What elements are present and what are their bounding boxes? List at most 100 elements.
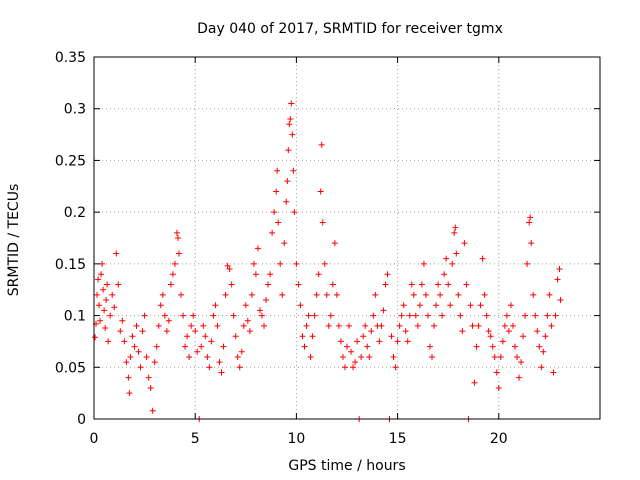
data-point [161,312,168,319]
data-point [284,178,291,185]
data-point [402,328,409,335]
plot-frame [93,56,601,420]
data-point [394,338,401,345]
data-point [263,297,270,304]
x-axis-label: GPS time / hours [288,458,405,474]
data-point [163,328,170,335]
data-point [289,131,296,138]
data-point [125,374,132,381]
data-point [313,291,320,298]
data-point [483,312,490,319]
y-tick-label: 0.1 [64,309,86,325]
data-point [516,374,523,381]
data-point [139,328,146,335]
data-point [254,245,261,252]
data-point [540,348,547,355]
axis-ticks [93,56,600,420]
data-point [556,266,563,273]
data-point [102,324,109,331]
data-point [218,369,225,376]
data-point [290,167,297,174]
data-point [441,271,448,278]
data-point [232,333,239,340]
data-point [384,271,391,278]
data-point [275,219,282,226]
data-point [530,291,537,298]
data-point [528,240,535,247]
data-point [220,343,227,350]
data-point [192,328,199,335]
data-point [107,312,114,319]
data-point [317,188,324,195]
data-point [269,229,276,236]
data-point [208,338,215,345]
data-point [250,260,257,267]
data-point [505,328,512,335]
x-tick-label: 10 [287,431,305,447]
data-point [471,379,478,386]
data-point [443,255,450,262]
data-point [463,281,470,288]
data-point [214,322,221,329]
data-point [538,364,545,371]
data-point [180,312,187,319]
data-point [252,271,259,278]
data-point [226,266,233,273]
data-point [145,374,152,381]
data-point [279,291,286,298]
data-point [546,291,553,298]
data-point [467,302,474,309]
data-point [414,322,421,329]
data-point [341,364,348,371]
data-point [554,276,561,283]
data-point [398,312,405,319]
data-point [299,333,306,340]
data-point [552,312,559,319]
y-tick-label: 0.25 [55,153,86,169]
data-point [240,322,247,329]
data-point [115,281,122,288]
data-point [557,297,564,304]
data-point [216,359,223,366]
data-point [424,312,431,319]
data-point [286,121,293,128]
data-point [337,338,344,345]
data-point [159,291,166,298]
data-point [495,384,502,391]
data-point [169,271,176,278]
data-point [333,291,340,298]
data-point [416,302,423,309]
data-point [190,312,197,319]
x-tick-label: 20 [490,431,508,447]
data-point [293,260,300,267]
data-point [410,291,417,298]
data-point [121,338,128,345]
data-point [246,328,253,335]
data-point [271,209,278,216]
data-point [433,302,440,309]
data-point [475,322,482,329]
x-tick-label: 15 [389,431,407,447]
data-point [392,364,399,371]
data-point [105,338,112,345]
data-point [277,260,284,267]
data-point [550,369,557,376]
data-point [94,291,101,298]
data-point [507,302,514,309]
data-point [153,343,160,350]
data-point [212,302,219,309]
data-point [182,343,189,350]
data-point [230,312,237,319]
data-point [97,317,104,324]
data-point [244,317,251,324]
data-point [155,322,162,329]
data-point [452,224,459,231]
data-point [431,322,438,329]
data-point [323,291,330,298]
data-point [171,260,178,267]
data-point [358,353,365,360]
data-point [291,209,298,216]
data-point [378,322,385,329]
data-point [527,214,534,221]
data-point [184,333,191,340]
